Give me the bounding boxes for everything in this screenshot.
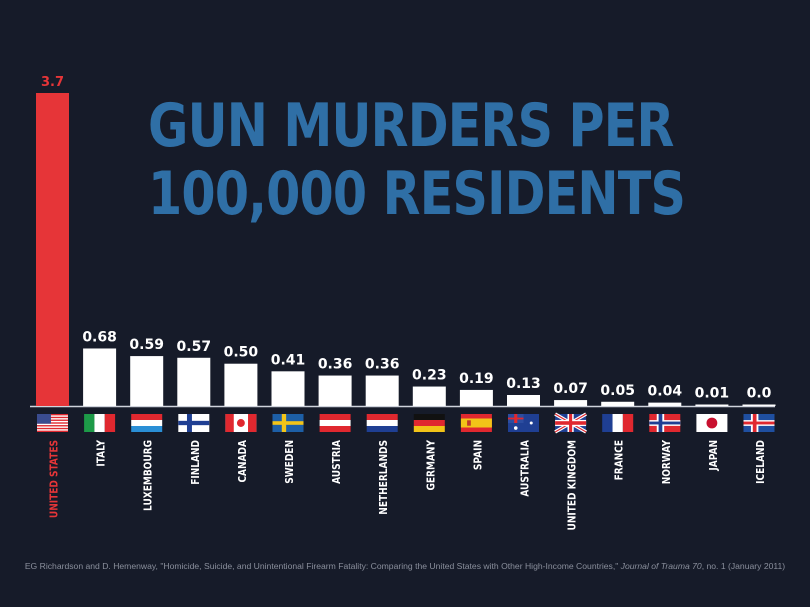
bar-finland (177, 357, 211, 406)
value-label: 0.36 (365, 357, 400, 373)
source-tail: , no. 1 (January 2011) (701, 561, 786, 571)
value-label: 3.7 (41, 75, 64, 90)
value-label: 0.05 (600, 383, 635, 399)
value-label: 0.68 (82, 329, 117, 345)
bar-canada (224, 363, 258, 406)
category-label: LUXEMBOURG (143, 440, 155, 511)
flag-es-icon (460, 414, 492, 432)
flag-jp-icon (696, 414, 728, 432)
category-label: FRANCE (614, 440, 626, 480)
bar-japan (695, 404, 729, 406)
bar-united-kingdom (554, 400, 588, 406)
source-journal: Journal of Trauma 70 (620, 561, 702, 571)
category-label: NETHERLANDS (378, 440, 390, 515)
bar-france (601, 401, 635, 406)
value-label: 0.41 (271, 352, 306, 368)
bar-spain (459, 389, 493, 406)
category-label: ICELAND (755, 440, 767, 484)
value-label: 0.36 (318, 357, 353, 373)
flag-nl-icon (366, 414, 398, 432)
value-label: 0.50 (224, 345, 259, 361)
category-label: ITALY (96, 439, 108, 466)
bar-united-states (36, 93, 69, 406)
value-label: 0.57 (177, 339, 212, 355)
category-label: AUSTRALIA (520, 440, 532, 497)
chart-title: GUN MURDERS PER 100,000 RESIDENTS (148, 91, 686, 229)
category-label: AUSTRIA (331, 440, 343, 484)
flag-it-icon (84, 414, 116, 432)
bar-luxembourg (130, 356, 164, 406)
category-label: JAPAN (708, 440, 720, 472)
bar-austria (318, 375, 352, 406)
title-line-2: 100,000 RESIDENTS (148, 159, 686, 229)
category-label: GERMANY (426, 439, 438, 490)
value-label: 0.13 (506, 376, 541, 392)
category-label: FINLAND (190, 440, 202, 485)
bar-norway (648, 402, 682, 406)
category-label: UNITED KINGDOM (567, 440, 579, 530)
bar-italy (83, 348, 117, 406)
value-label: 0.59 (129, 337, 164, 353)
flag-fi-icon (178, 414, 210, 432)
category-label: SPAIN (473, 440, 485, 470)
value-label: 0.07 (553, 381, 588, 397)
flag-lu-icon (131, 414, 163, 432)
source-citation: EG Richardson and D. Hemenway, "Homicide… (0, 561, 810, 571)
bar-netherlands (365, 375, 399, 406)
flag-fr-icon (602, 414, 634, 432)
value-label: 0.19 (459, 371, 494, 387)
category-label: CANADA (237, 440, 249, 483)
title-line-1: GUN MURDERS PER (148, 91, 674, 161)
source-text: EG Richardson and D. Hemenway, "Homicide… (24, 561, 621, 571)
value-label: 0.23 (412, 368, 447, 384)
flag-au-icon (508, 414, 539, 432)
flag-ca-icon (225, 414, 257, 432)
category-label: UNITED STATES (49, 440, 61, 518)
flag-se-icon (272, 414, 304, 432)
flag-is-icon (743, 414, 775, 432)
flag-us-icon (37, 414, 68, 432)
flag-no-icon (649, 414, 681, 432)
category-label: NORWAY (661, 439, 673, 484)
bar-sweden (271, 371, 305, 406)
flag-gb-icon (554, 412, 587, 434)
flag-at-icon (319, 414, 351, 432)
value-label: 0.01 (695, 386, 730, 402)
value-label: 0.0 (747, 386, 772, 402)
flag-de-icon (413, 414, 445, 432)
bar-iceland (742, 404, 776, 406)
bar-germany (412, 386, 446, 406)
bar-australia (507, 395, 540, 406)
category-label: SWEDEN (284, 440, 296, 484)
value-label: 0.04 (648, 384, 683, 400)
